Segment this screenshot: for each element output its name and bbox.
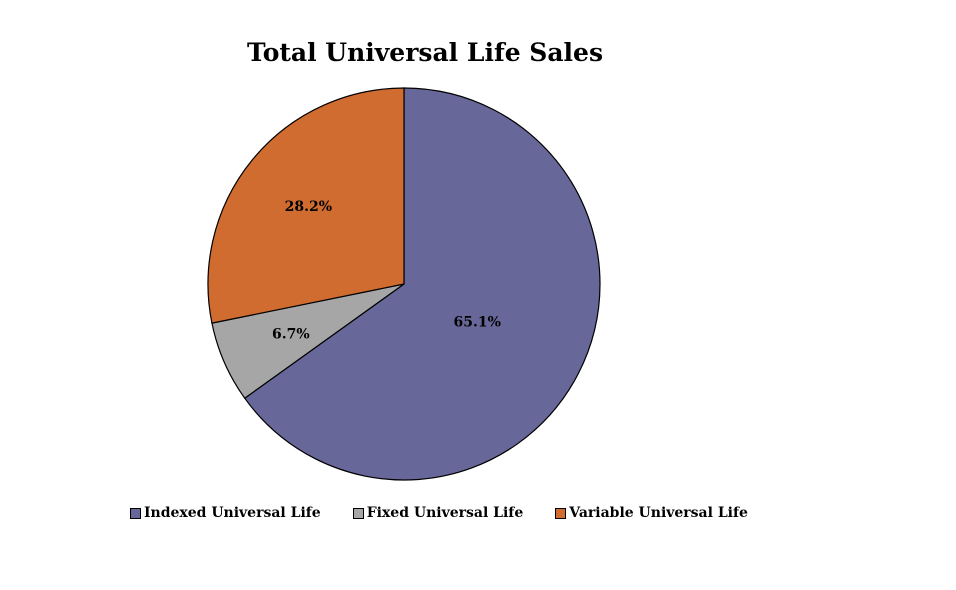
legend-item-indexed: Indexed Universal Life	[130, 505, 321, 521]
legend-label-variable: Variable Universal Life	[569, 505, 748, 521]
data-label-indexed: 65.1%	[454, 315, 501, 331]
data-label-fixed: 6.7%	[272, 326, 310, 342]
legend-swatch-variable	[555, 507, 567, 519]
chart-title: Total Universal Life Sales	[246, 38, 604, 67]
data-label-variable: 28.2%	[285, 199, 332, 215]
legend-swatch-indexed	[130, 507, 141, 519]
legend: Indexed Universal Life Fixed Universal L…	[130, 505, 748, 521]
legend-label-indexed: Indexed Universal Life	[144, 505, 321, 521]
legend-label-fixed: Fixed Universal Life	[366, 505, 524, 521]
pie-slice-indexed	[243, 87, 601, 481]
legend-item-variable: Variable Universal Life	[555, 505, 748, 521]
legend-item-fixed: Fixed Universal Life	[352, 505, 524, 521]
pie-slice-variable	[207, 87, 405, 324]
legend-swatch-fixed	[352, 507, 364, 519]
